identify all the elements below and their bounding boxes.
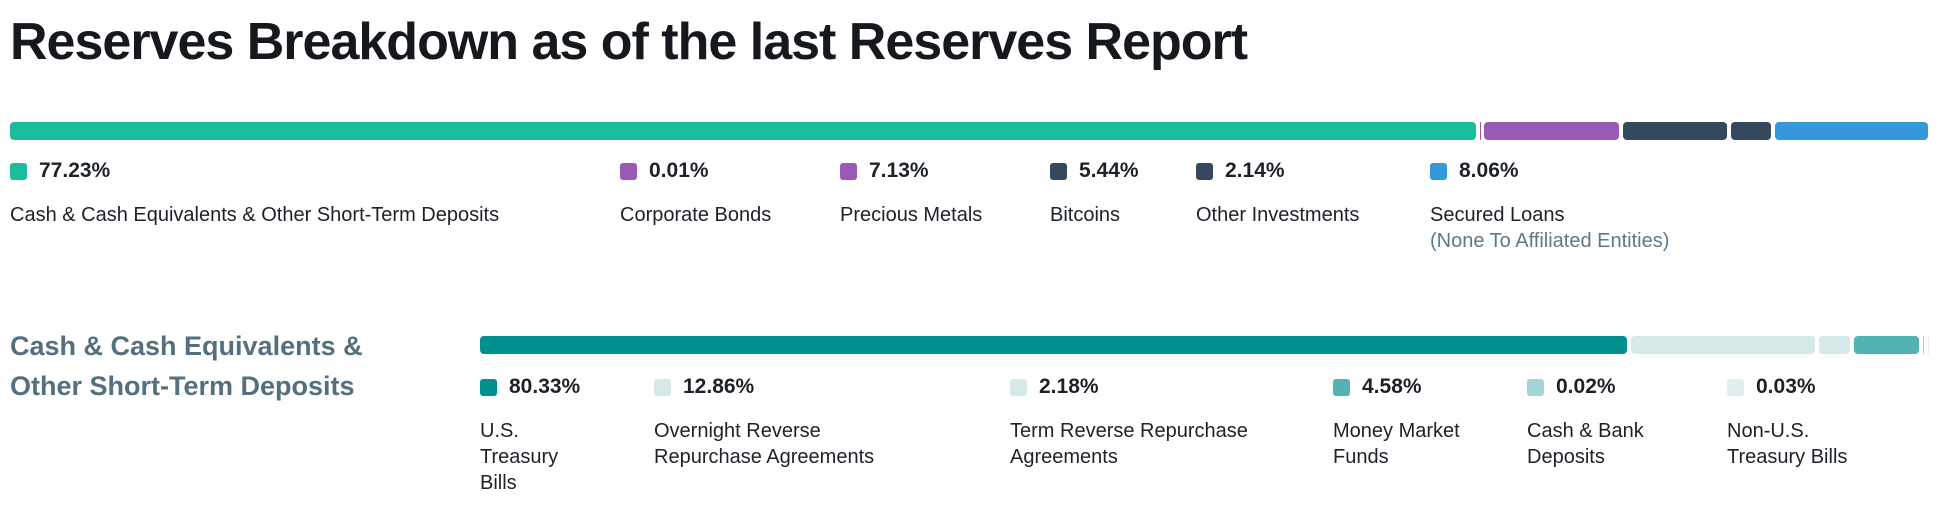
legend-item-bitcoins: 5.44% Bitcoins [1050, 159, 1250, 228]
legend-item-money-market-funds: 4.58% Money Market Funds [1333, 375, 1478, 470]
legend-percent-row: 8.06% [1430, 159, 1770, 182]
legend-label-note: (None To Affiliated Entities) [1430, 230, 1670, 252]
legend-percent: 4.58% [1362, 375, 1422, 398]
legend-label: Term Reverse Repurchase Agreements [1010, 420, 1248, 468]
legend-label: Overnight Reverse Repurchase Agreements [654, 420, 875, 468]
legend-swatch-icon [620, 162, 637, 180]
reserves-breakdown-bar [10, 122, 1929, 140]
legend-swatch-icon [1430, 162, 1447, 180]
legend-swatch-icon [1010, 378, 1027, 396]
legend-percent: 7.13% [869, 159, 929, 182]
legend-percent: 0.01% [649, 159, 709, 182]
legend-label: Non-U.S. Treasury Bills [1727, 420, 1848, 468]
legend-item-term-reverse-repurchase-agreements: 2.18% Term Reverse Repurchase Agreements [1010, 375, 1270, 470]
legend-percent: 80.33% [509, 375, 581, 398]
legend-percent-row: 4.58% [1333, 375, 1478, 398]
legend-swatch-icon [1727, 378, 1744, 396]
legend-percent: 2.18% [1039, 375, 1099, 398]
legend-percent: 8.06% [1459, 159, 1519, 182]
legend-item-other-investments: 2.14% Other Investments [1196, 159, 1456, 228]
bar-segment-cash-cash-equivalents-other-short-term-deposits[interactable] [10, 122, 1476, 140]
legend-swatch-icon [654, 378, 671, 396]
legend-percent-row: 80.33% [480, 375, 585, 398]
legend-swatch-icon [10, 162, 27, 180]
legend-item-cash-bank-deposits: 0.02% Cash & Bank Deposits [1527, 375, 1652, 470]
legend-label: Money Market Funds [1333, 420, 1460, 468]
legend-percent-row: 7.13% [840, 159, 1090, 182]
bar-segment-secured-loans[interactable] [1775, 122, 1929, 140]
cash-equivalents-section-heading: Cash & Cash Equivalents & Other Short-Te… [10, 331, 363, 401]
legend-label: Bitcoins [1050, 204, 1121, 226]
legend-swatch-icon [1333, 378, 1350, 396]
legend-percent-row: 0.03% [1727, 375, 1877, 398]
legend-label: Cash & Bank Deposits [1527, 420, 1644, 468]
legend-label: Corporate Bonds [620, 204, 772, 226]
legend-percent-row: 77.23% [10, 159, 630, 182]
legend-label: Secured Loans [1430, 204, 1565, 226]
legend-item-precious-metals: 7.13% Precious Metals [840, 159, 1090, 228]
bar-segment-overnight-reverse-repurchase-agreements[interactable] [1631, 336, 1815, 354]
legend-percent: 77.23% [39, 159, 111, 182]
legend-label: Other Investments [1196, 204, 1360, 226]
legend-item-cash-cash-equivalents-other-short-term-deposits: 77.23% Cash & Cash Equivalents & Other Sh… [10, 159, 630, 228]
legend-percent: 5.44% [1079, 159, 1139, 182]
legend-swatch-icon [1527, 378, 1544, 396]
legend-percent-row: 12.86% [654, 375, 894, 398]
legend-item-corporate-bonds: 0.01% Corporate Bonds [620, 159, 870, 228]
legend-item-u-s-treasury-bills: 80.33% U.S. Treasury Bills [480, 375, 585, 496]
legend-percent: 2.14% [1225, 159, 1285, 182]
legend-item-secured-loans: 8.06% Secured Loans (None To Affiliated En… [1430, 159, 1770, 255]
page-title: Reserves Breakdown as of the last Reserv… [10, 13, 1248, 71]
legend-item-overnight-reverse-repurchase-agreements: 12.86% Overnight Reverse Repurchase Agree… [654, 375, 894, 470]
legend-percent-row: 0.02% [1527, 375, 1652, 398]
bar-segment-u-s-treasury-bills[interactable] [480, 336, 1628, 354]
legend-label: Cash & Cash Equivalents & Other Short-Te… [10, 204, 500, 226]
bar-segment-money-market-funds[interactable] [1853, 336, 1920, 354]
legend-percent: 0.03% [1756, 375, 1816, 398]
legend-percent-row: 2.14% [1196, 159, 1456, 182]
legend-item-non-u-s-treasury-bills: 0.03% Non-U.S. Treasury Bills [1727, 375, 1877, 470]
legend-swatch-icon [1196, 162, 1213, 180]
legend-swatch-icon [480, 378, 497, 396]
bar-segment-bitcoins[interactable] [1623, 122, 1727, 140]
legend-percent: 12.86% [683, 375, 755, 398]
legend-swatch-icon [1050, 162, 1067, 180]
bar-segment-term-reverse-repurchase-agreements[interactable] [1818, 336, 1850, 354]
legend-swatch-icon [840, 162, 857, 180]
legend-percent-row: 5.44% [1050, 159, 1250, 182]
legend-percent-row: 2.18% [1010, 375, 1270, 398]
cash-equivalents-bar [480, 336, 1928, 354]
legend-label: U.S. Treasury Bills [480, 420, 559, 494]
legend-label: Precious Metals [840, 204, 983, 226]
bar-segment-precious-metals[interactable] [1484, 122, 1620, 140]
legend-percent-row: 0.01% [620, 159, 870, 182]
legend-percent: 0.02% [1556, 375, 1616, 398]
bar-segment-other-investments[interactable] [1730, 122, 1772, 140]
